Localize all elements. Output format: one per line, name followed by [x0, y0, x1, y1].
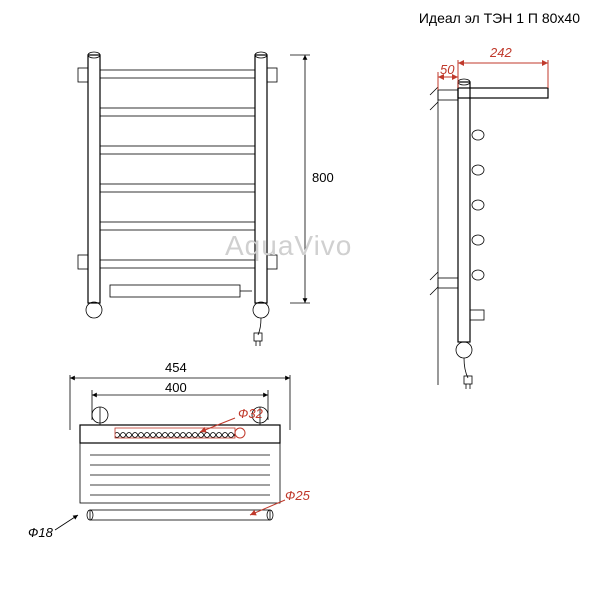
top-view: [80, 407, 280, 520]
top-dims: [55, 375, 290, 530]
front-height-dim: [290, 55, 310, 303]
dim-phi25: Ф25: [285, 488, 310, 503]
dim-phi18: Ф18: [28, 525, 53, 540]
side-view: [430, 79, 548, 389]
dim-454: 454: [165, 360, 187, 375]
dim-400: 400: [165, 380, 187, 395]
dim-phi32: Ф32: [238, 406, 263, 421]
dim-50: 50: [440, 62, 454, 77]
dim-242: 242: [490, 45, 512, 60]
product-title: Идеал эл ТЭН 1 П 80х40: [419, 10, 580, 26]
side-dims: [438, 60, 548, 90]
front-view: [78, 52, 277, 346]
dim-800: 800: [312, 170, 334, 185]
